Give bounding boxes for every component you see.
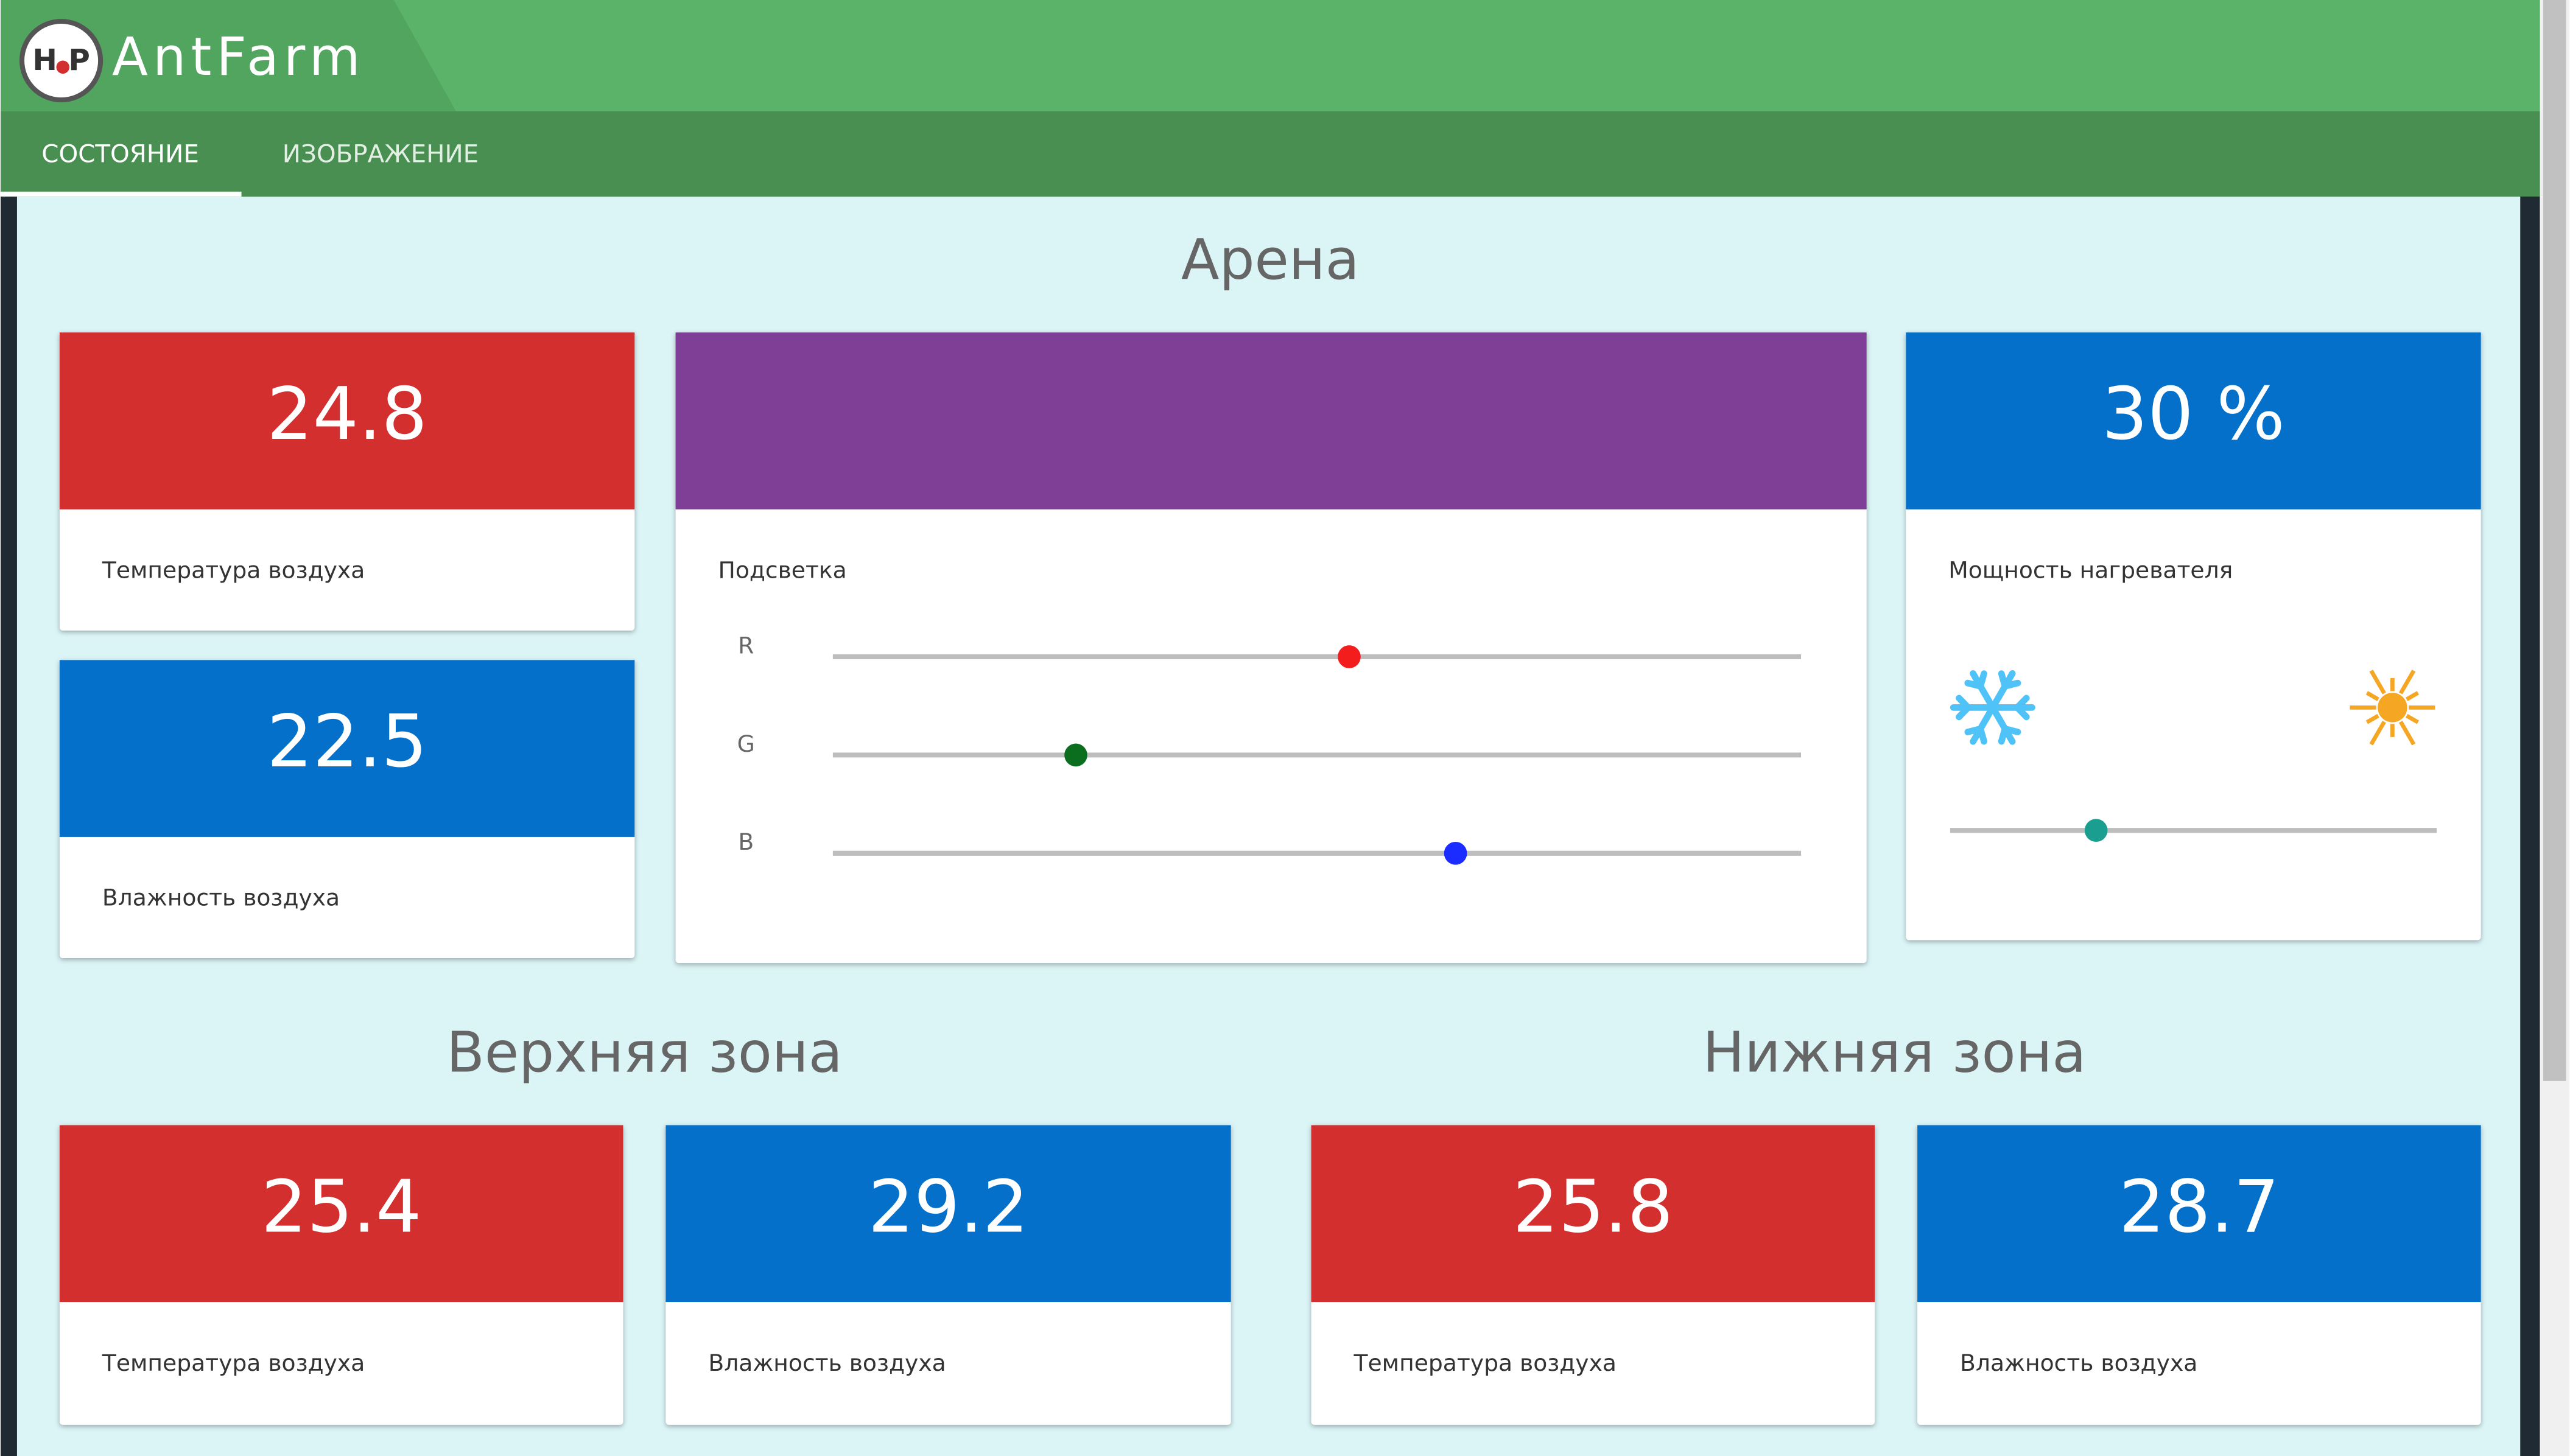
tab-indicator <box>1 191 242 197</box>
icon-stroke <box>2001 725 2021 735</box>
icon-stroke <box>2365 713 2379 724</box>
hot-icon <box>2350 670 2435 746</box>
tab-bar <box>1 111 2540 197</box>
app-title: AntFarm <box>112 27 365 88</box>
card-value: 25.8 <box>1513 1164 1674 1248</box>
card-label: Влажность воздуха <box>1960 1349 2197 1376</box>
card-label: Температура воздуха <box>102 1349 365 1376</box>
card-header <box>59 660 635 837</box>
icon-stroke <box>2365 691 2379 701</box>
icon-stroke <box>2406 713 2420 724</box>
icon-stroke <box>2369 720 2386 746</box>
card: 28.7 Влажность воздуха <box>1917 1125 2481 1425</box>
slider-label: R <box>738 632 754 659</box>
card-label: Влажность воздуха <box>102 884 340 911</box>
section-title: Нижняя зона <box>1702 1020 2086 1085</box>
card-header <box>675 332 1867 509</box>
icon-stroke <box>1970 670 1996 711</box>
card: Подсветка R G B <box>675 332 1867 964</box>
card-label: Температура воздуха <box>1353 1349 1617 1376</box>
card: 22.5 Влажность воздуха <box>59 660 635 959</box>
card-label: Температура воздуха <box>102 557 365 584</box>
icon-stroke <box>1998 670 2009 690</box>
card-label: Мощность нагревателя <box>1948 557 2233 584</box>
card-header <box>1311 1125 1875 1303</box>
icon-stroke <box>2369 670 2386 695</box>
icon-stroke <box>1977 725 1987 745</box>
section-title: Арена <box>1181 227 1360 292</box>
tab-label: ИЗОБРАЖЕНИЕ <box>283 140 479 169</box>
logo[interactable] <box>19 18 104 103</box>
section-title: Верхняя зона <box>446 1020 843 1085</box>
card: 30 % Мощность нагревателя <box>1906 332 2481 940</box>
card: 29.2 Влажность воздуха <box>665 1125 1231 1425</box>
card-header <box>59 1125 623 1303</box>
icon-stroke <box>1989 670 2016 711</box>
card-label: Влажность воздуха <box>708 1349 946 1376</box>
card-header <box>665 1125 1231 1303</box>
icon-stroke <box>2014 695 2030 711</box>
card: 24.8 Температура воздуха <box>59 332 635 631</box>
slider-thumb[interactable] <box>2084 819 2108 842</box>
slider-thumb[interactable] <box>1444 842 1467 865</box>
logo-drop <box>56 60 70 74</box>
tab-label: СОСТОЯНИЕ <box>41 140 199 169</box>
card-value: 25.4 <box>261 1164 422 1248</box>
slider-label: G <box>737 730 755 757</box>
icon-stroke <box>2398 670 2416 695</box>
card-header <box>1917 1125 2481 1303</box>
card-value: 28.7 <box>2119 1164 2280 1248</box>
slider-thumb[interactable] <box>1064 743 1087 767</box>
sun-core <box>2378 693 2407 723</box>
card-header <box>59 332 635 509</box>
scrollbar-thumb[interactable] <box>2543 0 2566 1081</box>
icon-stroke <box>1970 704 1996 745</box>
slider-thumb[interactable] <box>1338 645 1361 668</box>
icon-stroke <box>1964 679 1984 690</box>
card-value: 29.2 <box>868 1164 1029 1248</box>
card-value: 24.8 <box>267 372 427 456</box>
logo-area <box>1 0 457 111</box>
icon-stroke <box>2398 720 2416 746</box>
card-value: 22.5 <box>267 699 427 783</box>
card: 25.8 Температура воздуха <box>1311 1125 1875 1425</box>
card-label: Подсветка <box>718 557 847 584</box>
logo-text: P <box>68 43 90 77</box>
icon-stroke <box>1956 704 1971 721</box>
icon-stroke <box>2406 691 2420 701</box>
card-value: 30 % <box>2102 372 2285 456</box>
cold-icon <box>1950 670 2035 745</box>
card: 25.4 Температура воздуха <box>59 1125 623 1425</box>
card-header <box>1906 332 2481 509</box>
slider-label: B <box>738 828 754 855</box>
logo-text: H <box>32 43 57 77</box>
icon-stroke <box>1989 704 2016 745</box>
